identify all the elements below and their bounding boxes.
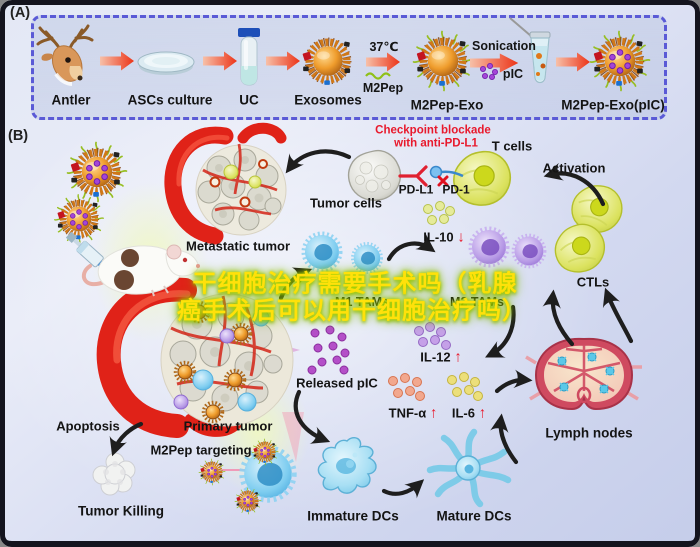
antler-icon <box>36 24 94 86</box>
label-pd-1: PD-1 <box>442 182 470 197</box>
label-m1-tams: M1 TAMs <box>335 295 389 309</box>
arrow-tumorcells-to-metastatic <box>285 149 352 174</box>
label-checkpoint-line1: Checkpoint blockade <box>375 124 491 137</box>
label-tumor-killing: Tumor Killing <box>78 503 164 519</box>
process-arrow-3 <box>266 51 300 71</box>
m2pep-exo-pic-icon <box>591 32 650 91</box>
tnfa-text: TNF-α <box>388 405 427 421</box>
il10-dots <box>423 201 455 225</box>
arrow-immature-to-mature <box>381 479 425 499</box>
label-il10: IL-10 ↓ <box>423 228 465 247</box>
il10-down-arrow: ↓ <box>457 228 465 246</box>
arrow-up-to-ctls-left <box>542 289 575 347</box>
pic-dots-panel-a <box>479 63 498 81</box>
label-primary-tumor: Primary tumor <box>183 418 273 434</box>
label-mature-dcs: Mature DCs <box>436 508 512 524</box>
uc-tube-icon <box>238 28 260 86</box>
label-m2-tams: M2 TAMs <box>450 295 504 309</box>
arrow-activation <box>543 162 606 207</box>
panel-a-tag: (A) <box>10 5 31 21</box>
tnfa-dots <box>388 373 425 401</box>
m1-tam-cell-1 <box>301 231 343 273</box>
exosome-icon <box>302 41 350 84</box>
tumor-cell <box>347 149 402 201</box>
arrow-m1-to-m2 <box>386 233 436 262</box>
label-checkpoint-line2: with anti-PD-L1 <box>394 137 478 150</box>
arrow-up-to-ctls-right <box>602 287 634 344</box>
m2-tam-cell-1 <box>468 226 510 268</box>
t-cell <box>452 150 512 207</box>
pd-1-stalk <box>440 170 464 178</box>
il6-dots <box>447 372 483 401</box>
process-arrow-6 <box>556 52 590 72</box>
label-sonication: Sonication <box>472 39 536 53</box>
mature-dc-cell <box>426 428 512 508</box>
arrow-m2-to-il12 <box>485 304 516 358</box>
label-m2pep-exo-pic: M2Pep-Exo(pIC) <box>561 97 665 113</box>
arrow-il6-to-lymph <box>494 369 533 394</box>
blocked-x-icon <box>437 175 449 187</box>
label-exosomes: Exosomes <box>294 92 362 108</box>
m2-tam-cell-2 <box>511 233 547 269</box>
panel-b-tag: (B) <box>8 128 29 144</box>
arrow-apoptosis <box>109 421 144 457</box>
sonication-tube-icon <box>509 17 551 84</box>
label-activation: Activation <box>542 160 606 176</box>
m2pep-targeting-cluster <box>199 439 294 514</box>
label-m2pep-exo: M2Pep-Exo <box>410 97 484 113</box>
label-apoptosis: Apoptosis <box>56 418 120 434</box>
immature-dc-cell <box>317 437 377 494</box>
label-temperature: 37℃ <box>369 40 399 54</box>
label-ascs-culture: ASCs culture <box>127 92 213 108</box>
m1-tam-cell-2 <box>351 242 383 274</box>
label-uc: UC <box>239 92 259 108</box>
process-arrow-2 <box>203 51 237 71</box>
label-t-cells: T cells <box>491 138 533 154</box>
il10-text: IL-10 <box>423 229 454 245</box>
il6-up-arrow: ↑ <box>478 404 487 422</box>
pd-l1-antibody-icon <box>398 165 428 187</box>
injected-exosome-1 <box>68 143 127 202</box>
label-ctls: CTLs <box>576 274 610 290</box>
process-arrow-4 <box>366 52 400 72</box>
label-il12: IL-12 ↑ <box>420 348 462 367</box>
m2pep-squiggle <box>365 72 391 80</box>
petri-dish-icon <box>137 51 195 75</box>
arrow-maturedc-to-lymph <box>490 413 519 465</box>
label-m2pep-targeting: M2Pep targeting <box>150 442 252 458</box>
il6-text: IL-6 <box>451 405 475 421</box>
label-lymph-nodes: Lymph nodes <box>545 425 633 441</box>
il12-dots <box>414 322 451 350</box>
label-antler: Antler <box>51 92 91 108</box>
tnfa-up-arrow: ↑ <box>429 404 438 422</box>
label-m2pep: M2Pep <box>362 81 404 95</box>
il12-up-arrow: ↑ <box>454 348 462 366</box>
dead-tumor-cell <box>92 452 136 496</box>
label-immature-dcs: Immature DCs <box>307 508 399 524</box>
released-pic-dots <box>307 325 350 375</box>
metastatic-tumor-illustration <box>164 122 287 245</box>
primary-tumor-illustration <box>96 277 294 438</box>
lymph-node-illustration <box>525 337 642 411</box>
label-tnfa: TNF-α ↑ <box>388 404 438 423</box>
process-arrow-1 <box>100 51 134 71</box>
label-tumor-cells: Tumor cells <box>309 195 383 211</box>
m2pep-exo-icon <box>414 32 473 91</box>
il12-text: IL-12 <box>420 349 451 365</box>
label-pic: pIC <box>502 67 524 81</box>
flow-arrows <box>109 149 634 499</box>
arrow-pic-to-immaturedc <box>293 389 331 444</box>
pink-beam-down <box>282 412 304 462</box>
label-il6: IL-6 ↑ <box>451 404 487 423</box>
label-released-pic: Released pIC <box>296 375 378 391</box>
arrow-tumor-to-m1 <box>278 267 313 301</box>
label-metastatic-tumor: Metastatic tumor <box>185 238 291 254</box>
label-pd-l1: PD-L1 <box>398 182 434 197</box>
mouse-illustration <box>81 244 200 297</box>
